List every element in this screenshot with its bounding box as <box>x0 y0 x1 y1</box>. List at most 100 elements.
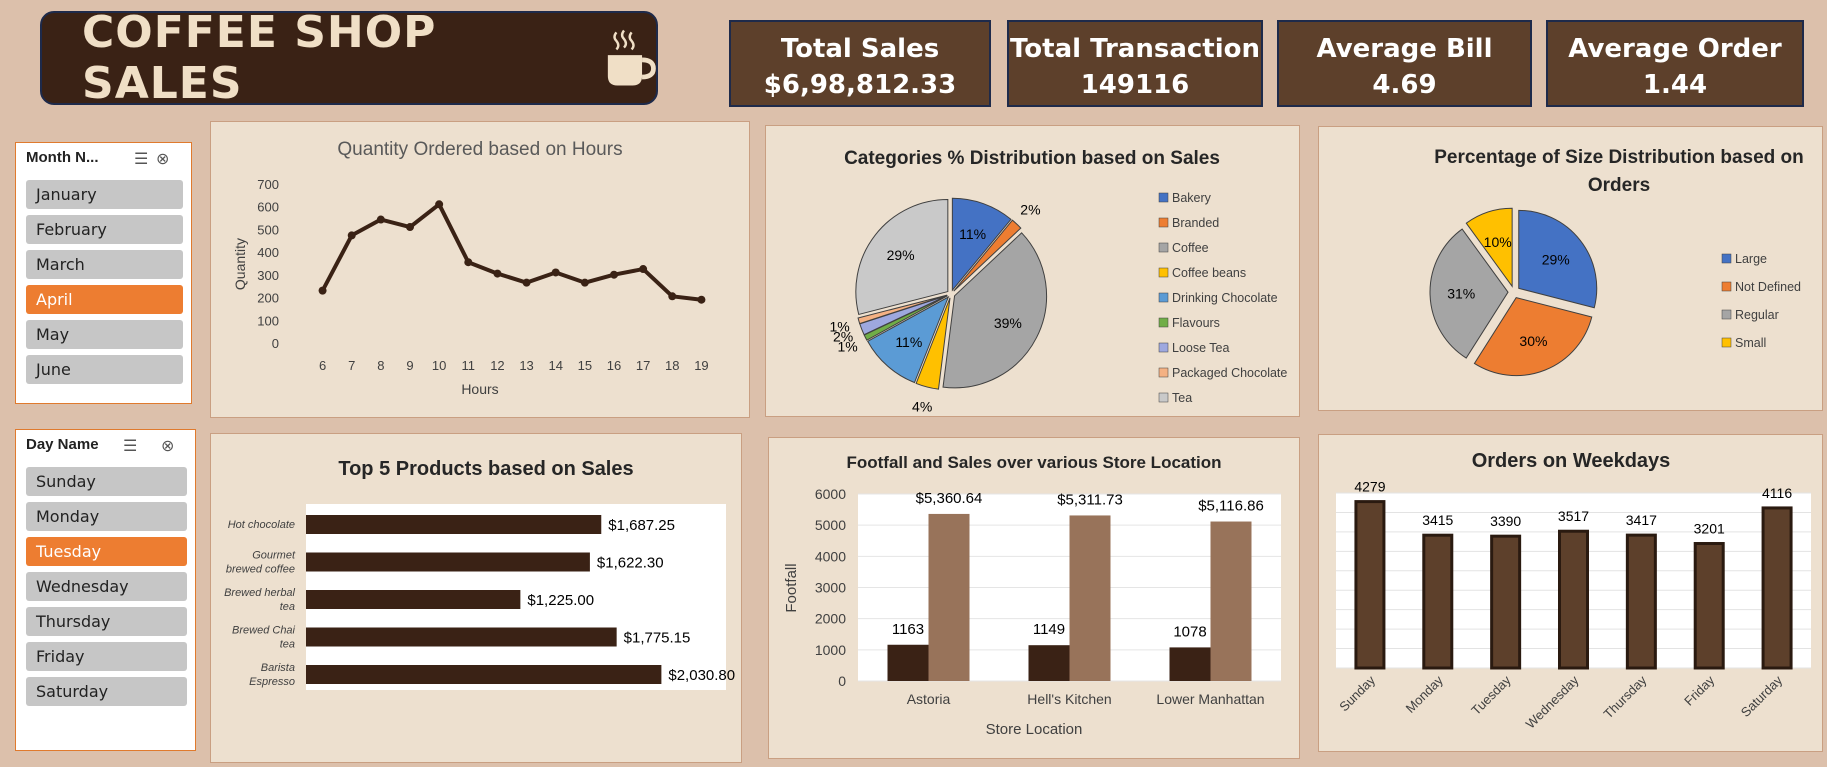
data-point <box>551 268 560 277</box>
hours-line-chart: Quantity Ordered based on Hours 0 100 200 30… <box>232 139 709 397</box>
bar-data-label: 1163 <box>892 621 924 638</box>
bar-data-label: 1149 <box>1033 621 1065 638</box>
bar <box>928 513 970 681</box>
pie-slice <box>953 219 1022 292</box>
multi-select-icon[interactable]: ☰ <box>134 151 149 168</box>
top5-chart-panel: Top 5 Products based on Sales $1,687.25 Ho… <box>210 433 742 763</box>
slice-data-label: 29% <box>1542 252 1570 268</box>
footfall-chart-panel: Footfall and Sales over various Store Lo… <box>768 437 1300 759</box>
y-tick-label: 3000 <box>815 580 846 596</box>
categories-chart-panel: Categories % Distribution based on Sales… <box>765 125 1300 417</box>
data-point <box>668 292 677 301</box>
legend-label: Drinking Chocolate <box>1172 291 1278 305</box>
day-item-tuesday[interactable]: Tuesday <box>26 537 187 566</box>
data-point <box>639 265 648 274</box>
bar <box>1422 533 1454 670</box>
pie-slice <box>1518 209 1598 309</box>
legend-swatch <box>1721 337 1732 348</box>
category-label: Brewed Chai <box>232 625 296 637</box>
slice-data-label: 2% <box>833 329 853 345</box>
chart-title: Footfall and Sales over various Store Lo… <box>846 453 1221 472</box>
coffee-cup-icon <box>607 29 656 86</box>
month-item-march[interactable]: March <box>26 250 183 279</box>
pie-slice <box>1473 297 1593 377</box>
kpi-label: Average Order <box>1568 34 1782 64</box>
day-item-thursday[interactable]: Thursday <box>26 607 187 636</box>
legend-swatch <box>1158 317 1169 328</box>
pie-slice <box>1465 207 1513 288</box>
category-label: Hell's Kitchen <box>1027 691 1111 707</box>
bar <box>1028 645 1070 681</box>
month-item-may[interactable]: May <box>26 320 183 349</box>
kpi-label: Total Transaction <box>1010 34 1260 64</box>
kpi-value: 149116 <box>1080 70 1190 100</box>
y-axis-label: Footfall <box>783 563 800 612</box>
weekdays-chart-panel: Orders on Weekdays 4279 Sunday 3415 Monday 33… <box>1318 434 1823 752</box>
month-slicer-title: Month N... <box>26 149 99 166</box>
slice-data-label: 10% <box>1484 234 1512 250</box>
x-tick-label: 16 <box>607 358 621 373</box>
category-label: Friday <box>1681 672 1717 708</box>
bar-data-label: $5,116.86 <box>1198 498 1264 515</box>
kpi-value: $6,98,812.33 <box>763 70 957 100</box>
slice-data-label: 4% <box>912 398 932 414</box>
bar <box>306 627 617 647</box>
kpi-label: Average Bill <box>1316 34 1493 64</box>
x-tick-label: 12 <box>490 358 504 373</box>
clear-filter-icon[interactable]: ⊗ <box>156 151 170 168</box>
data-point <box>580 278 589 287</box>
legend-label: Loose Tea <box>1172 341 1230 355</box>
bar-data-label: 3417 <box>1626 512 1657 528</box>
legend-label: Coffee <box>1172 241 1209 255</box>
month-item-february[interactable]: February <box>26 215 183 244</box>
bar <box>1169 647 1211 681</box>
bar <box>1069 515 1111 681</box>
category-label: Barista <box>261 662 295 674</box>
pie-slice <box>857 294 948 325</box>
bar-data-label: $1,622.30 <box>597 555 664 572</box>
pie-slice <box>915 297 951 390</box>
y-tick-label: 5000 <box>815 517 846 533</box>
category-label: Lower Manhattan <box>1156 691 1264 707</box>
bar-data-label: $5,360.64 <box>916 490 983 507</box>
page-title: COFFEE SHOP SALES <box>82 7 437 109</box>
day-item-saturday[interactable]: Saturday <box>26 677 187 706</box>
kpi-value: 1.44 <box>1642 70 1708 100</box>
chart-title: Top 5 Products based on Sales <box>338 458 633 480</box>
category-label: Sunday <box>1336 672 1378 714</box>
bar-data-label: $1,775.15 <box>624 630 691 647</box>
y-tick-label: 700 <box>257 177 279 192</box>
legend-swatch <box>1158 342 1169 353</box>
pie-slice <box>942 232 1048 389</box>
bar <box>1558 529 1589 670</box>
bar-data-label: $1,225.00 <box>527 592 594 609</box>
kpi-total-transaction: Total Transaction 149116 <box>1007 20 1263 107</box>
bar-data-label: $1,687.25 <box>608 517 675 534</box>
legend-label: Bakery <box>1172 191 1212 205</box>
multi-select-icon[interactable]: ☰ <box>123 438 138 455</box>
chart-title-line: Percentage of Size Distribution based on <box>1434 147 1804 168</box>
bar <box>306 665 662 684</box>
category-label: Espresso <box>249 676 295 688</box>
bar <box>1761 506 1793 670</box>
legend-swatch <box>1721 253 1732 264</box>
kpi-label: Total Sales <box>780 34 940 64</box>
x-axis-label: Hours <box>461 381 498 397</box>
month-item-june[interactable]: June <box>26 355 183 384</box>
legend-swatch <box>1158 242 1169 253</box>
clear-filter-icon[interactable]: ⊗ <box>161 438 175 455</box>
day-item-wednesday[interactable]: Wednesday <box>26 572 187 601</box>
y-tick-label: 4000 <box>815 548 846 564</box>
day-item-friday[interactable]: Friday <box>26 642 187 671</box>
legend-swatch <box>1158 367 1169 378</box>
bar-data-label: 1078 <box>1173 623 1206 640</box>
y-tick-label: 0 <box>272 336 279 351</box>
month-item-april[interactable]: April <box>26 285 183 314</box>
day-item-sunday[interactable]: Sunday <box>26 467 187 496</box>
day-item-monday[interactable]: Monday <box>26 502 187 531</box>
categories-pie-chart: Categories % Distribution based on Sales… <box>829 148 1287 414</box>
slice-data-label: 11% <box>895 334 922 350</box>
month-item-january[interactable]: January <box>26 180 183 209</box>
pie-slice <box>855 199 949 316</box>
legend-label: Coffee beans <box>1172 266 1246 280</box>
